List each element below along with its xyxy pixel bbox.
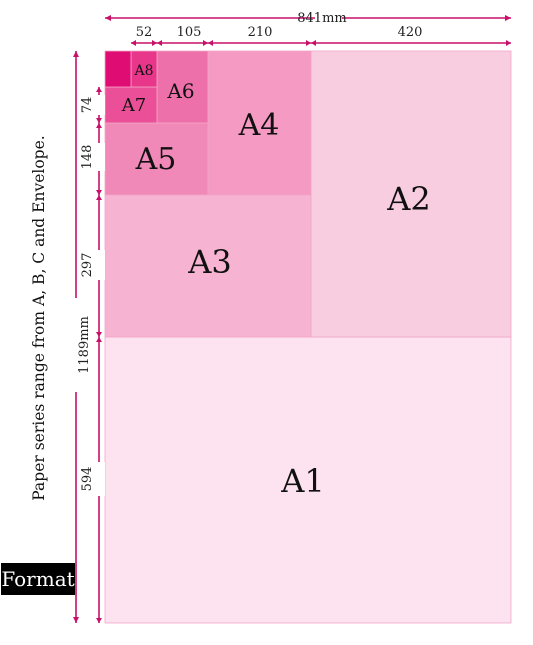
- label-a2: A2: [386, 180, 430, 218]
- side-caption: Paper series range from A, B, C and Enve…: [30, 135, 48, 500]
- sheet-a9: [104, 50, 132, 88]
- label-a5: A5: [135, 142, 177, 177]
- height-a5-label: 148: [80, 145, 95, 170]
- label-a3: A3: [187, 243, 231, 281]
- total-height-label: 1189mm: [77, 316, 92, 374]
- width-a2-label: 420: [398, 25, 423, 40]
- sheet-a1: A1: [104, 336, 512, 624]
- sheet-a3: A3: [104, 194, 312, 338]
- left-dimensions: 1189mm 74 148 297 594: [73, 51, 105, 623]
- width-a8-label: 52: [136, 25, 153, 40]
- width-a4-label: 210: [248, 25, 273, 40]
- sheet-a6: A6: [156, 50, 209, 124]
- label-a1: A1: [280, 462, 324, 500]
- label-a4: A4: [238, 108, 280, 143]
- label-a6: A6: [166, 79, 194, 103]
- top-dimensions: 841mm 52 105 210 420: [105, 11, 511, 46]
- width-a6-label: 105: [177, 25, 202, 40]
- label-a7: A7: [121, 95, 146, 116]
- sheet-a2: A2: [310, 50, 512, 338]
- sheet-a5: A5: [104, 122, 209, 196]
- label-a8: A8: [133, 63, 153, 79]
- sheet-a4: A4: [207, 50, 312, 196]
- height-a1-label: 594: [80, 467, 95, 492]
- format-badge: Format: [1, 563, 75, 595]
- sheet-a8: A8: [130, 50, 158, 88]
- height-a7-label: 74: [80, 97, 95, 114]
- sheet-a7: A7: [104, 86, 158, 124]
- height-a3-label: 297: [80, 253, 95, 278]
- total-width-label: 841mm: [297, 11, 346, 26]
